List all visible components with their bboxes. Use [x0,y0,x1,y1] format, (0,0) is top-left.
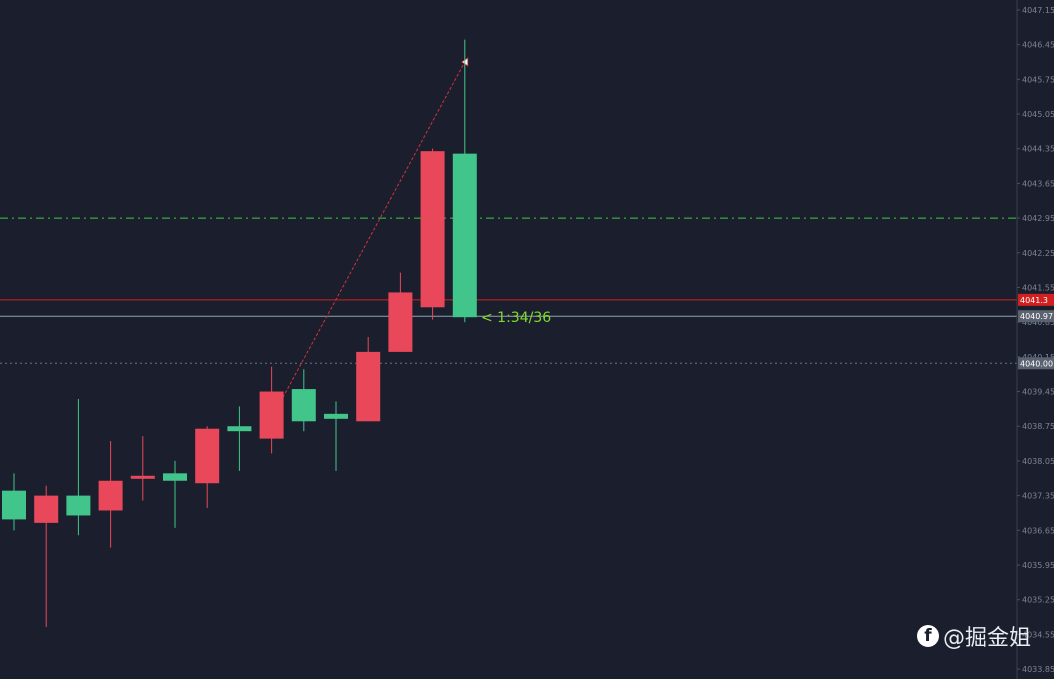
y-tick-label-0: 4047.15 [1022,6,1054,15]
y-tick-label-15: 4036.65 [1022,526,1054,535]
candle-body-7 [227,426,252,432]
candle-body-0 [2,490,26,520]
price-tag-label-1: 4041.3 [1020,296,1048,305]
candle-body-14 [452,153,477,318]
watermark-text: @掘金姐 [943,626,1032,651]
price-tag-bg-1 [1018,293,1054,306]
y-tick-label-13: 4038.05 [1022,457,1054,466]
y-tick-label-11: 4039.45 [1022,388,1054,397]
price-tags: 4041.3 4040.97 4040.00 [1018,293,1054,370]
y-tick-label-4: 4044.35 [1022,145,1054,154]
y-tick-label-17: 4035.25 [1022,596,1054,605]
y-tick-label-18: 4034.55 [1022,630,1054,639]
y-tick-label-14: 4037.35 [1022,492,1054,501]
bar-countdown-label: < 1:34/36 [481,310,551,326]
y-tick-label-12: 4038.75 [1022,422,1054,431]
price-tag-bg-3 [1018,357,1054,370]
candle-body-13 [420,151,445,308]
price-axis: 4047.15 4046.45 4045.75 4045.05 4044.35 4043.… [1017,6,1054,674]
candle-body-1 [34,495,59,523]
y-tick-label-1: 4046.45 [1022,41,1054,50]
candle-body-8 [259,391,284,439]
candle-body-12 [388,292,413,352]
candle-body-11 [356,351,381,422]
y-tick-label-5: 4043.65 [1022,179,1054,188]
price-tag-label-3: 4040.00 [1020,359,1053,368]
horizontal-lines [0,217,1017,364]
y-tick-label-2: 4045.75 [1022,75,1054,84]
y-tick-label-8: 4041.55 [1022,283,1054,292]
candle-body-10 [324,413,348,419]
candle-body-5 [163,473,187,481]
candle-body-6 [195,428,220,484]
y-tick-label-16: 4035.95 [1022,561,1054,570]
candle-body-4 [130,475,155,479]
candles [2,39,477,627]
price-tag-bg-2 [1018,310,1054,323]
y-tick-label-19: 4033.85 [1022,665,1054,674]
facebook-icon: f [917,625,939,647]
y-tick-label-7: 4042.25 [1022,249,1054,258]
candle-body-3 [98,480,123,511]
price-tag-label-2: 4040.97 [1020,312,1053,321]
y-tick-label-9: 4040.85 [1022,318,1054,327]
candle-body-2 [66,495,91,516]
watermark: f @掘金姐 [917,620,1031,652]
y-tick-label-6: 4042.95 [1022,214,1054,223]
trend-line [268,61,466,424]
candle-body-9 [291,389,316,422]
y-tick-label-3: 4045.05 [1022,110,1054,119]
